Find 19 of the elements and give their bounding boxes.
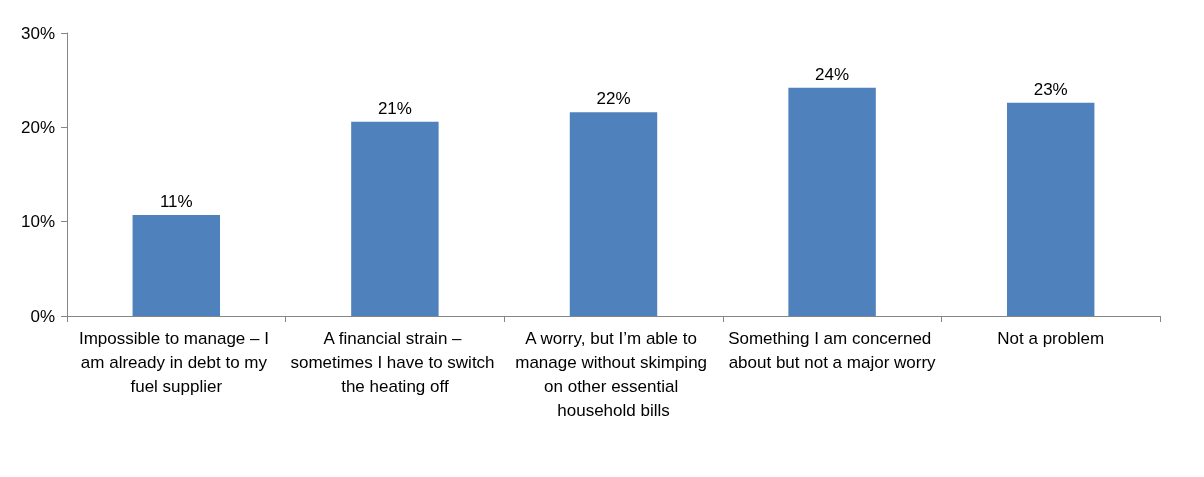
data-label: 24% — [815, 64, 850, 84]
bar — [788, 87, 876, 316]
x-tick-label: Not a problem — [997, 328, 1105, 348]
x-tick-label: Impossible to manage – I am already in debt to my fuel supplier — [78, 328, 274, 396]
y-tick-label: 20% — [20, 117, 55, 137]
x-tick-label: Something I am concerned about but not a major worry — [728, 328, 937, 372]
bar — [132, 215, 221, 316]
bar — [351, 121, 439, 316]
bar — [1006, 102, 1095, 316]
data-label: 21% — [377, 98, 412, 118]
data-label: 22% — [596, 89, 631, 109]
y-tick-label: 10% — [20, 212, 55, 232]
y-tick-label: 30% — [20, 23, 55, 43]
data-label: 23% — [1033, 79, 1068, 99]
data-label: 11% — [159, 192, 193, 212]
bar — [569, 112, 658, 316]
y-tick-label: 0% — [30, 306, 55, 326]
x-tick-label: A financial strain – sometimes I have to switch the heating off — [290, 328, 500, 396]
x-tick-label: A worry, but I’m able to manage without skimping on other essential household bills — [515, 328, 712, 420]
